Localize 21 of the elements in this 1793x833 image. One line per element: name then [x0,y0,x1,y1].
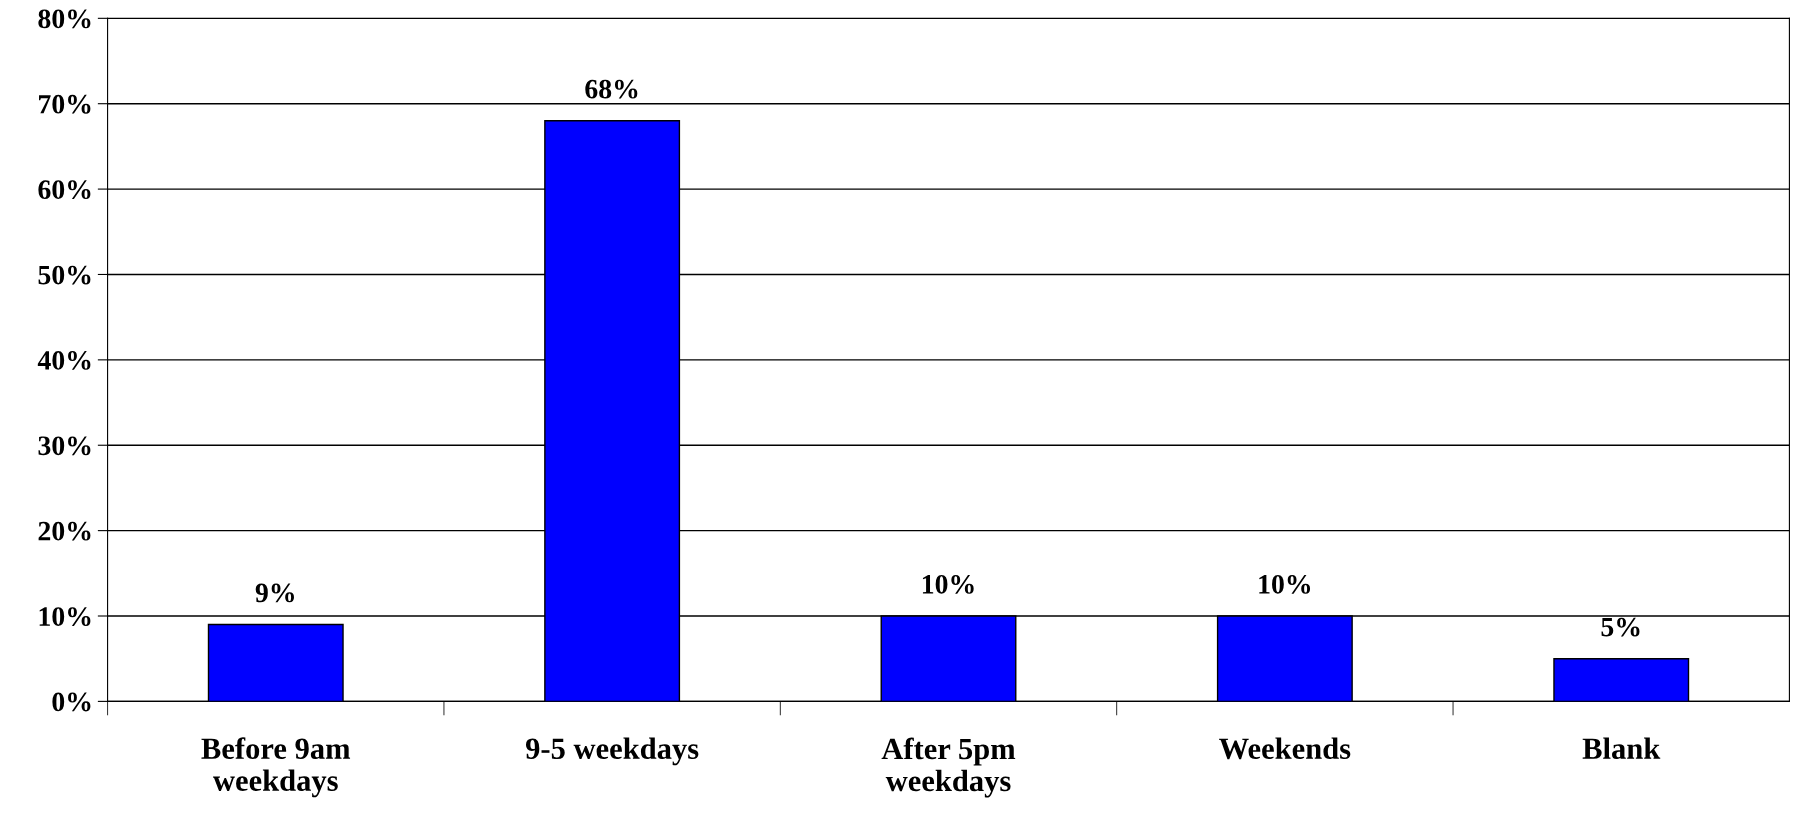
y-tick-label: 50% [38,265,91,285]
y-tick-label: 40% [37,351,91,370]
y-tick-label: 80% [38,9,91,29]
bar [207,623,344,702]
x-tick-label: 9-5 weekdays [525,737,699,766]
data-label: 68% [585,79,638,99]
data-label: 10% [922,574,974,594]
y-tick-label: 70% [39,94,91,114]
y-tick-label: 60% [38,180,91,200]
y-tick-label: 0% [52,692,91,712]
x-tick-label: Blank [1582,737,1661,759]
y-tick-label: 20% [38,521,91,541]
y-tick-label: 10% [39,607,91,627]
x-tick-label: Weekends [1219,737,1351,760]
x-tick-label: After 5pm weekdays [881,737,1016,798]
x-tick-label: Before 9am weekdays [201,737,351,798]
data-label: 5% [1601,617,1640,637]
data-label: 10% [1259,574,1311,594]
bar [1553,657,1690,702]
data-label: 9% [255,583,294,603]
y-tick-label: 30% [38,436,91,456]
